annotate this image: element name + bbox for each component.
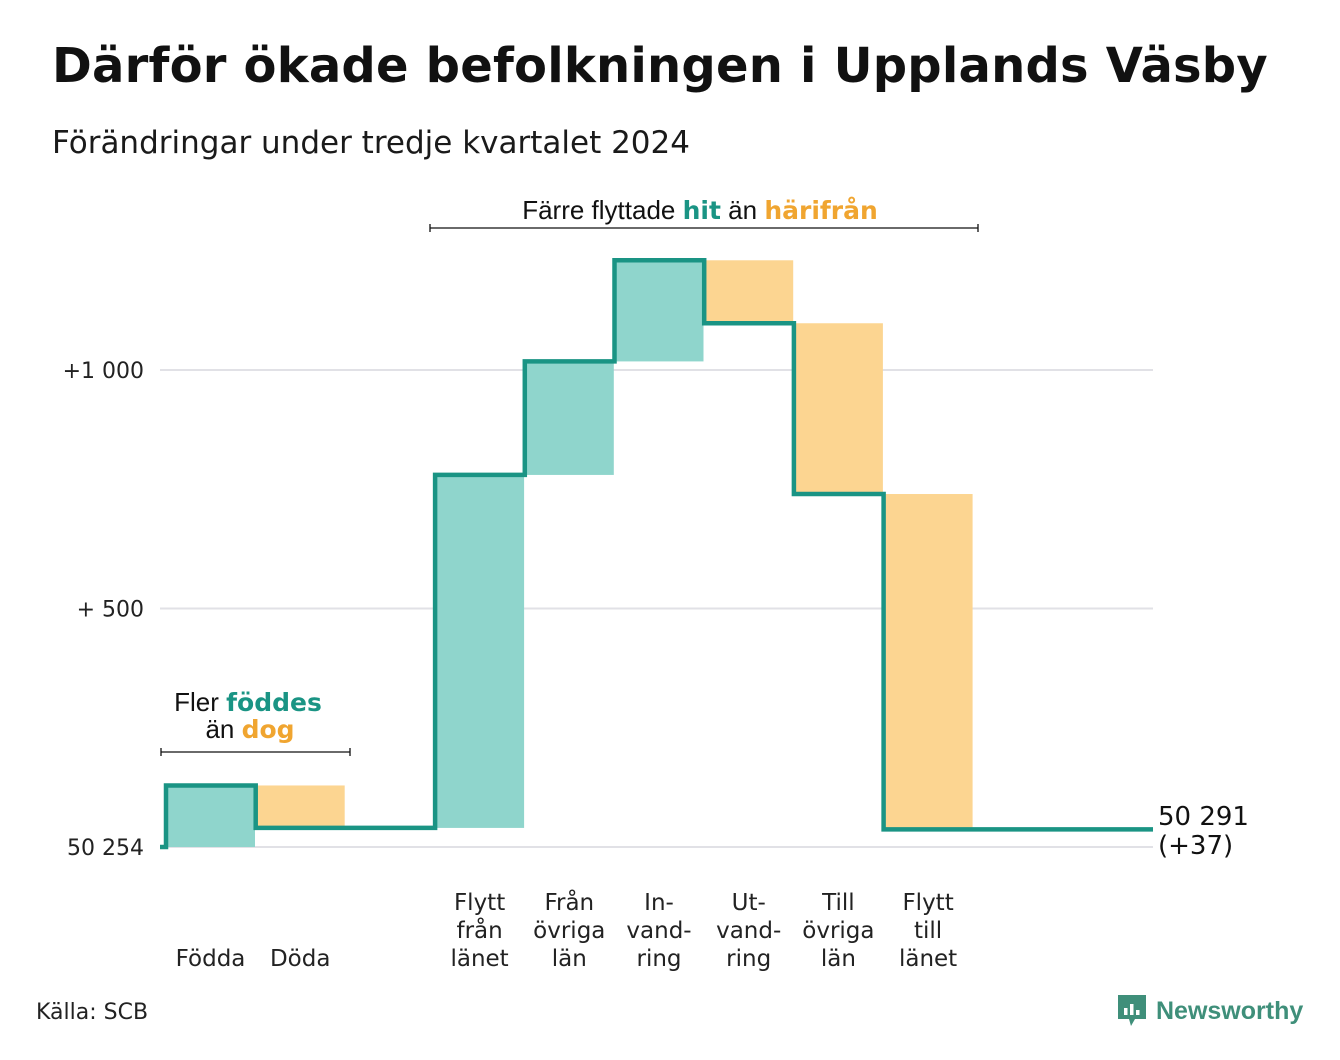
category-label: Flytt (902, 890, 953, 916)
migration-annotation: Färre flyttade hit än härifrån (429, 195, 979, 232)
category-label: län (552, 946, 587, 972)
bar (614, 260, 704, 362)
category-labels: Födda DödaFlyttfrånlänetFrånövrigalänIn-v… (176, 888, 958, 972)
chart-subtitle: Förändringar under tredje kvartalet 2024 (52, 125, 690, 161)
category-label: Flytt (454, 890, 505, 916)
category-label: Döda (270, 946, 330, 972)
category-label: länet (450, 946, 508, 972)
y-tick-label: +1 000 (63, 359, 144, 384)
births-bracket (160, 748, 351, 756)
category-label: övriga (802, 918, 874, 944)
category-label: län (821, 946, 856, 972)
category-label: Ut- (732, 890, 766, 916)
category-label: ring (726, 946, 771, 972)
newsworthy-logo-icon (1118, 995, 1146, 1026)
final-change-label: (+37) (1158, 831, 1233, 861)
bar (883, 494, 973, 830)
category-label: vand- (626, 918, 691, 944)
grid-lines (160, 369, 1153, 848)
brand-name: Newsworthy (1156, 996, 1304, 1025)
births-annotation-line2: än dog (205, 714, 294, 744)
category-label: In- (644, 890, 674, 916)
category-label: Från (544, 888, 594, 916)
births-annotation-line1: Fler föddes (174, 687, 322, 717)
births-annotation: Fler föddes än dog (160, 687, 351, 756)
bar (255, 785, 345, 828)
y-tick-label: + 500 (77, 598, 144, 623)
category-label: från (456, 916, 502, 944)
cumulative-step-line (160, 258, 1153, 850)
cumulative-line (160, 258, 1153, 850)
category-label: övriga (533, 918, 605, 944)
chart-title: Därför ökade befolkningen i Upplands Väs… (52, 38, 1268, 94)
category-label: vand- (716, 918, 781, 944)
bar (524, 361, 614, 475)
bar (704, 260, 794, 324)
category-label: till (914, 918, 942, 944)
migration-bracket (429, 224, 979, 232)
category-label: Födda (176, 946, 246, 972)
brand-logo[interactable]: Newsworthy (1116, 993, 1303, 1029)
y-axis: 50 254 + 500 +1 000 (63, 359, 144, 861)
bars (166, 260, 973, 847)
source-note: Källa: SCB (36, 1000, 149, 1025)
category-label: länet (899, 946, 957, 972)
bar (166, 785, 255, 847)
bar (793, 323, 883, 495)
final-value-label: 50 291 (1158, 802, 1249, 832)
y-tick-label: 50 254 (67, 836, 144, 861)
migration-annotation-text: Färre flyttade hit än härifrån (522, 195, 878, 225)
bar (435, 474, 525, 828)
category-label: Till (821, 890, 855, 916)
category-label: ring (636, 946, 681, 972)
